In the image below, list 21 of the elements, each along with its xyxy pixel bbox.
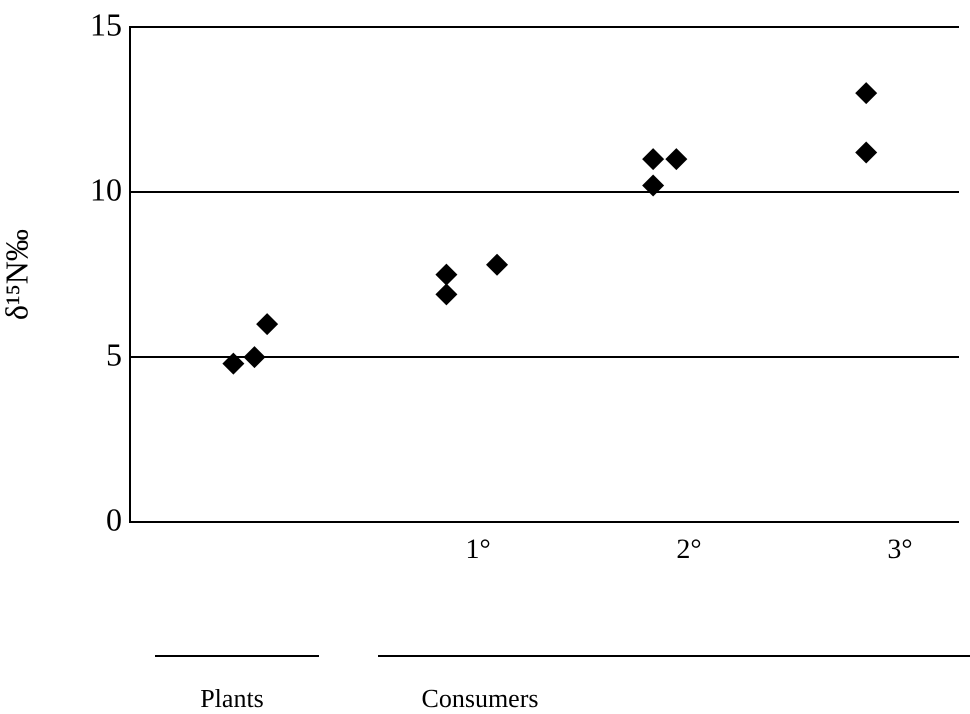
y-tick-label: 10	[90, 172, 122, 208]
text: Plants	[200, 684, 264, 713]
text: Consumers	[422, 684, 538, 713]
y-tick-label: 5	[106, 336, 122, 372]
point	[222, 352, 244, 375]
x-tick-label: 3°	[887, 534, 913, 566]
x-tick-label: 2°	[676, 534, 702, 566]
point	[665, 148, 688, 170]
point	[256, 313, 278, 336]
x-tick-label: 1°	[465, 534, 491, 566]
point	[642, 148, 664, 170]
point	[642, 174, 664, 197]
point	[243, 346, 266, 368]
point	[855, 142, 878, 164]
y-tick-label: 15	[90, 6, 122, 43]
point	[435, 264, 458, 286]
y-axis-title: δ¹⁵N‰	[0, 229, 35, 320]
y-tick-label: 0	[106, 501, 122, 538]
point	[486, 254, 508, 276]
point	[855, 82, 878, 104]
point	[435, 283, 458, 306]
